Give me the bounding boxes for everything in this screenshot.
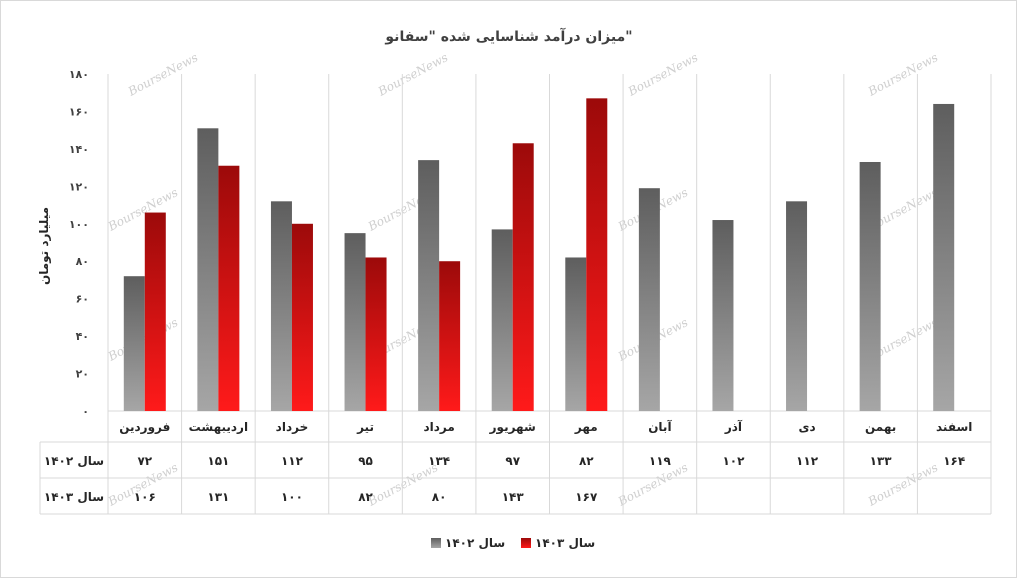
bar [344,233,366,411]
y-tick-label: ۰ [82,405,89,418]
bar [512,143,534,411]
bar [439,261,461,411]
x-tick-label: خرداد [276,420,309,434]
y-tick-label: ۱۸۰ [69,68,89,81]
data-label: ۱۰۶ [134,490,156,504]
y-tick-label: ۱۴۰ [69,143,89,156]
legend-swatch [431,538,441,548]
data-label: ۸۲ [358,490,373,504]
data-table: سال ۱۴۰۲ ۱۶۴ ۱۳۳ ۱۱۲ ۱۰۲ ۱۱۹ ۸۲ ۹۷ ۱۳۴ ۹۵ ۱۱۲ ۱۵۱ ۷۲… [44,454,965,504]
bar [712,220,734,411]
y-tick-label: ۱۶۰ [69,105,89,118]
bar [123,276,145,411]
watermark-text: BourseNews [375,50,450,99]
y-tick-label: ۶۰ [76,293,89,306]
data-label: ۸۲ [579,454,594,468]
bar [859,161,881,411]
bar [565,257,587,411]
x-tick-label: اردیبهشت [189,420,248,434]
y-axis: ۰ ۲۰ ۴۰ ۶۰ ۸۰ ۱۰۰ ۱۲۰ ۱۴۰ ۱۶۰ ۱۸۰ [69,68,89,418]
data-label: ۱۰۲ [722,454,745,468]
data-label: ۱۳۴ [428,454,450,468]
legend-label: سال ۱۴۰۳ [535,536,595,550]
bars: اسفند بهمن دی آذر آبان مهر شهریور مرداد تیر خرداد… [119,98,972,435]
data-label: ۱۳۳ [870,454,893,468]
bar [365,257,387,411]
y-tick-label: ۴۰ [76,330,89,343]
chart-title: میزان درآمد شناسایی شده "سفانو" [384,27,632,45]
bar [786,201,808,411]
bar [491,229,513,411]
watermark-text: BourseNews [625,50,700,99]
y-tick-label: ۱۰۰ [69,218,89,231]
data-label: ۱۶۷ [575,490,598,504]
legend-label: سال ۱۴۰۲ [445,536,505,550]
x-tick-label: اسفند [936,420,972,434]
data-label: ۱۳۱ [207,490,229,504]
data-label: ۹۵ [358,454,373,468]
data-label: ۱۴۳ [502,490,525,504]
data-label: ۱۵۱ [207,454,229,468]
legend: سال ۱۴۰۳ سال ۱۴۰۲ [431,536,595,550]
x-tick-label: بهمن [865,420,896,434]
data-label: ۸۰ [432,490,447,504]
data-label: ۱۱۹ [649,454,672,468]
bar [144,212,166,411]
x-tick-label: مرداد [423,420,454,434]
y-tick-label: ۱۲۰ [69,180,89,193]
bar [218,165,240,411]
y-tick-label: ۸۰ [76,255,89,268]
data-label: ۱۶۴ [943,454,965,468]
y-axis-label: میلیارد تومان [37,207,52,285]
data-label: ۱۰۰ [281,490,303,504]
data-label: ۱۱۲ [281,454,304,468]
x-tick-label: آذر [724,419,743,434]
x-tick-label: دی [798,420,815,434]
x-tick-label: مهر [574,420,598,434]
x-tick-label: فروردین [119,420,170,435]
watermark-text: BourseNews [125,50,200,99]
bar [638,188,660,411]
legend-swatch [521,538,531,548]
bar [197,128,219,411]
bar [586,98,608,411]
table-row-label: سال ۱۴۰۳ [44,490,104,504]
bar [270,201,292,411]
x-tick-label: شهریور [489,420,536,435]
table-row-label: سال ۱۴۰۲ [44,454,104,468]
watermark-text: BourseNews [865,50,940,99]
bar [418,160,440,411]
y-tick-label: ۲۰ [76,368,89,381]
watermark-text: BourseNews [105,185,180,234]
data-label: ۹۷ [505,454,520,468]
bar [291,223,313,411]
data-label: ۷۲ [137,454,152,468]
grid-lines [39,74,992,515]
x-tick-label: آبان [648,419,672,434]
x-tick-label: تیر [356,420,374,434]
data-label: ۱۱۲ [796,454,819,468]
bar [933,103,955,411]
